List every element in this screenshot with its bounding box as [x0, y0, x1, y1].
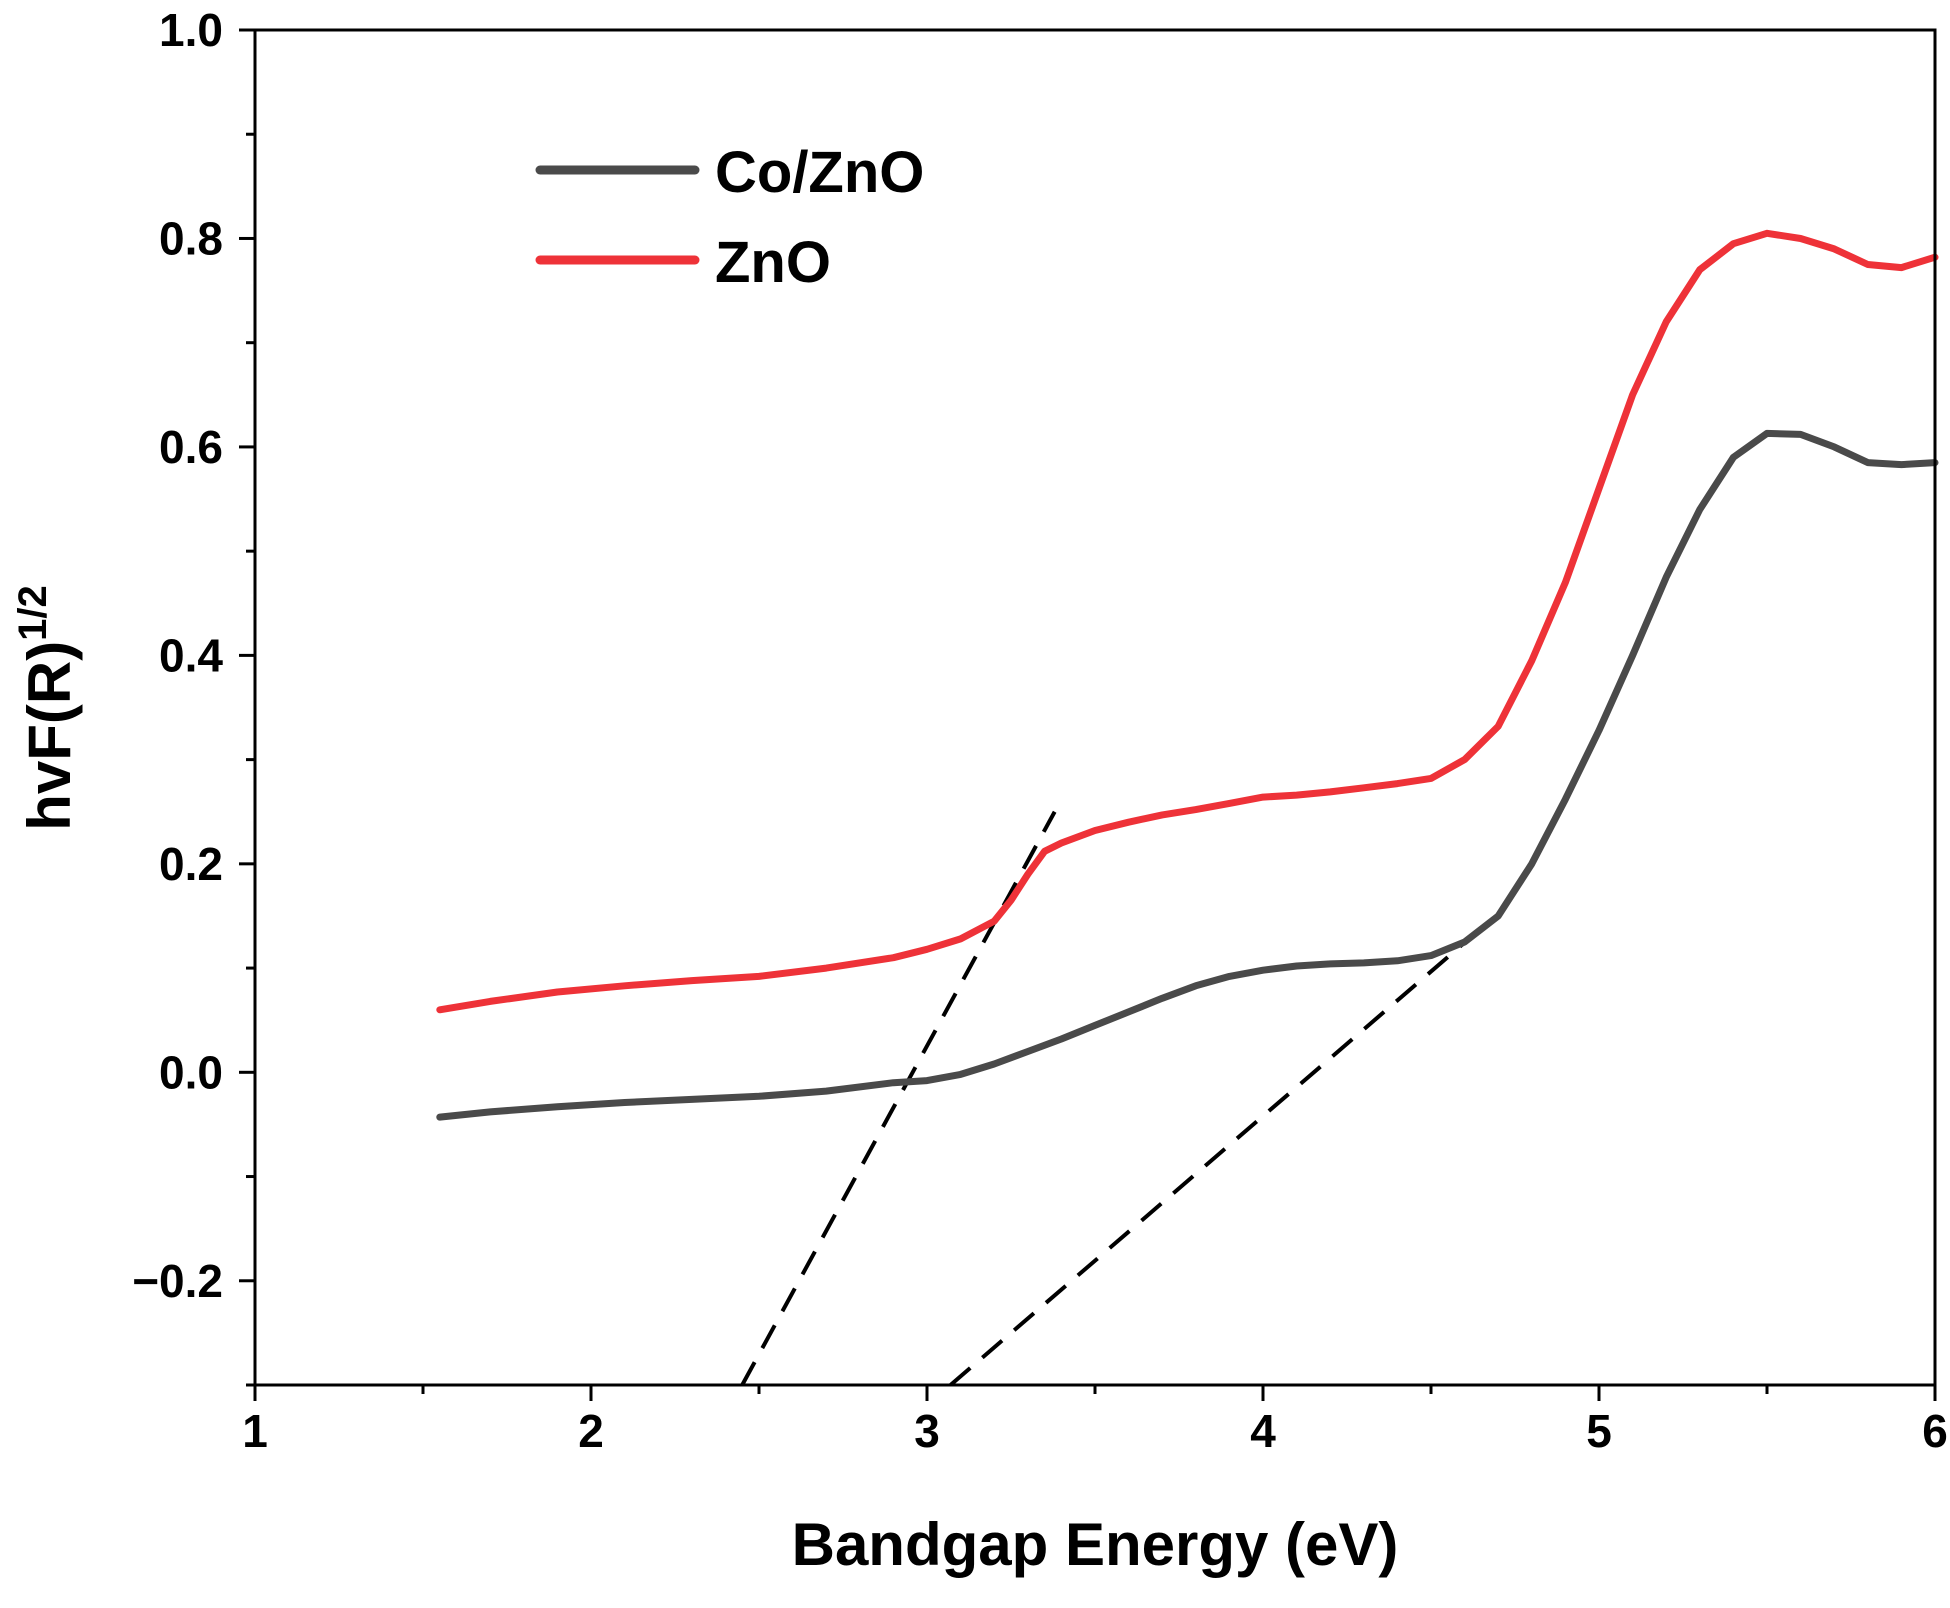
plot-frame: [253, 28, 1937, 1387]
y-axis-title-superscript: 1/2: [11, 585, 55, 641]
series-line-zno: [436, 229, 1939, 1014]
y-tick-label: 0.2: [159, 838, 223, 890]
tangent-line-1: [740, 810, 1057, 1386]
x-axis-title: Bandgap Energy (eV): [792, 1511, 1399, 1578]
legend: Co/ZnO ZnO: [535, 140, 924, 295]
y-axis-title: hvF(R)1/2: [11, 585, 83, 831]
x-tick-label: 4: [1250, 1405, 1276, 1457]
y-tick-label: 0.0: [159, 1046, 223, 1098]
x-tick-label: 1: [242, 1405, 268, 1457]
legend-label-co-zno: Co/ZnO: [715, 140, 924, 205]
y-tick-label: −0.2: [132, 1255, 223, 1307]
x-axis-ticks: 1 2 3 4 5 6: [242, 1385, 1948, 1457]
series-lines: [436, 229, 1939, 1121]
series-line-co-zno: [436, 429, 1939, 1121]
y-tick-label: 0.8: [159, 212, 223, 264]
x-tick-label: 5: [1586, 1405, 1612, 1457]
y-axis-title-main: hvF(R): [16, 641, 83, 831]
x-tick-label: 6: [1922, 1405, 1948, 1457]
y-tick-label: 1.0: [159, 4, 223, 56]
x-tick-label: 3: [914, 1405, 940, 1457]
y-tick-label: 0.4: [159, 629, 223, 681]
x-tick-label: 2: [578, 1405, 604, 1457]
legend-label-zno: ZnO: [715, 230, 831, 295]
y-tick-label: 0.6: [159, 421, 223, 473]
y-axis-ticks: −0.2 0.0 0.2 0.4 0.6 0.8 1.0: [132, 4, 255, 1387]
tangent-line-2: [949, 935, 1473, 1387]
tangent-lines: [740, 810, 1473, 1387]
